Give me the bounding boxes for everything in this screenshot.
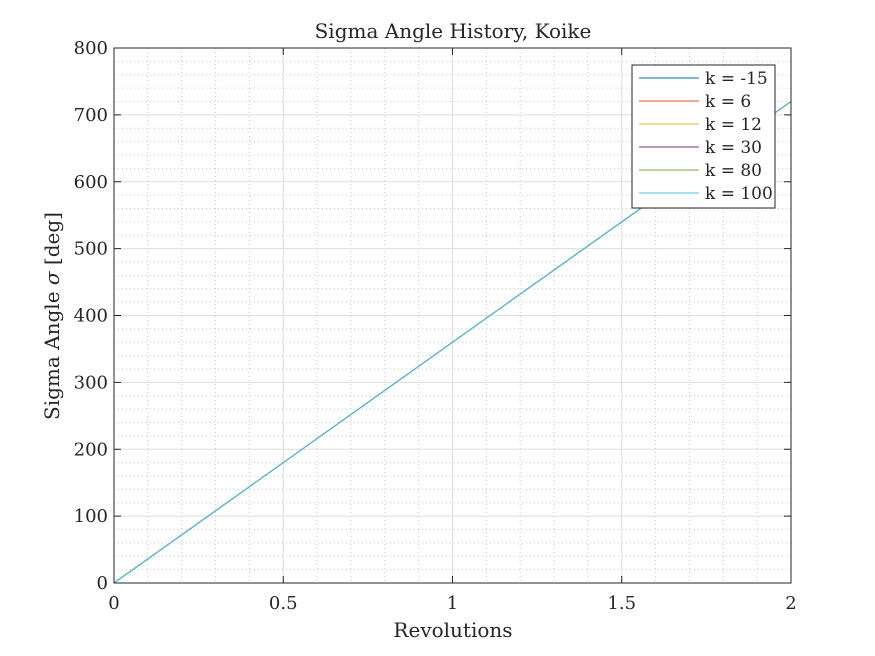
y-axis-label-symbol: σ xyxy=(40,270,64,285)
legend: k = -15 k = 6 k = 12 k = 30 k = 80 k = 100 xyxy=(631,64,776,209)
x-tick-label: 1.5 xyxy=(607,593,636,614)
x-tick-label: 0 xyxy=(108,593,119,614)
y-tick-label: 700 xyxy=(74,105,108,126)
y-tick-label: 800 xyxy=(74,38,108,59)
y-tick-label: 200 xyxy=(74,439,108,460)
y-axis-label: Sigma Angle σ [deg] xyxy=(40,212,64,420)
legend-label: k = 100 xyxy=(705,184,773,204)
y-tick-label: 0 xyxy=(97,573,108,594)
major-grid xyxy=(114,48,791,583)
y-axis-label-unit: [deg] xyxy=(40,212,64,265)
legend-label: k = 30 xyxy=(705,138,762,158)
y-axis-label-text: Sigma Angle xyxy=(40,291,64,420)
chart-title: Sigma Angle History, Koike xyxy=(315,19,592,43)
legend-box xyxy=(631,64,776,209)
y-tick-label: 600 xyxy=(74,172,108,193)
y-tick-label: 300 xyxy=(74,372,108,393)
legend-label: k = -15 xyxy=(705,69,768,89)
tick-marks xyxy=(113,47,792,584)
x-tick-label: 0.5 xyxy=(269,593,298,614)
y-tick-label: 100 xyxy=(74,506,108,527)
x-tick-label: 2 xyxy=(785,593,796,614)
legend-label: k = 6 xyxy=(705,92,751,112)
y-tick-label: 400 xyxy=(74,306,108,327)
x-axis-label: Revolutions xyxy=(393,618,512,642)
legend-items: k = -15 k = 6 k = 12 k = 30 k = 80 k = 100 xyxy=(639,69,773,204)
y-tick-labels: 0 100 200 300 400 500 600 700 800 xyxy=(74,38,108,594)
legend-label: k = 80 xyxy=(705,161,762,181)
legend-label: k = 12 xyxy=(705,115,762,135)
x-tick-label: 1 xyxy=(447,593,458,614)
y-tick-label: 500 xyxy=(74,239,108,260)
x-tick-labels: 0 0.5 1 1.5 2 xyxy=(108,593,796,614)
